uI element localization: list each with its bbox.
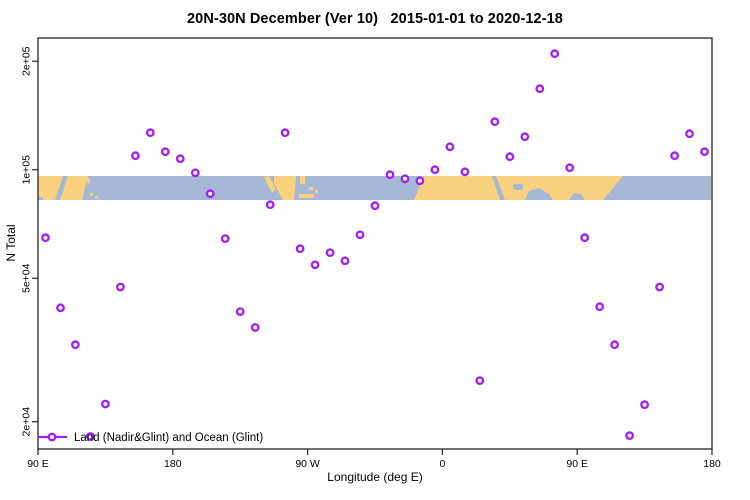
- y-tick-label: 5e+04: [21, 263, 33, 293]
- data-point: [460, 167, 470, 177]
- data-point: [130, 151, 140, 161]
- data-point: [490, 117, 500, 127]
- data-point: [670, 151, 679, 161]
- data-point: [610, 340, 619, 350]
- plot-box: [37, 37, 713, 450]
- data-point: [190, 168, 200, 178]
- x-tick-label: 180: [164, 458, 182, 470]
- map-ocean-persian-gulf: [513, 184, 523, 190]
- map-ocean-bay-of-bengal: [569, 193, 585, 200]
- chart-title: 20N-30N December (Ver 10) 2015-01-01 to …: [187, 11, 563, 27]
- data-point: [505, 152, 515, 162]
- data-point: [415, 176, 425, 186]
- data-point: [250, 323, 260, 332]
- data-point: [310, 260, 320, 270]
- data-point: [565, 163, 575, 173]
- y-axis-title: N Total: [4, 224, 18, 262]
- data-point: [86, 432, 95, 441]
- map-ocean-arabian-sea: [525, 188, 553, 200]
- data-point: [400, 174, 410, 184]
- data-point: [295, 244, 305, 254]
- data-point: [160, 147, 170, 157]
- data-point: [535, 84, 545, 94]
- data-point: [580, 233, 590, 243]
- map-land-bahamas: [309, 187, 313, 190]
- data-point: [445, 142, 455, 152]
- data-point: [520, 132, 530, 142]
- map-ocean-bengal-corner: [38, 197, 43, 200]
- legend: Land (Nadir&Glint) and Ocean (Glint): [38, 432, 263, 444]
- data-point: [700, 147, 709, 157]
- x-tick-label: 90 E: [566, 458, 588, 470]
- data-point: [640, 400, 649, 410]
- x-tick-label: 180: [703, 458, 721, 470]
- map-land-cuba: [299, 194, 314, 198]
- data-point: [235, 307, 245, 316]
- legend-marker: [47, 432, 57, 442]
- data-point: [430, 165, 440, 175]
- data-point: [475, 376, 485, 385]
- map-land-philippines: [90, 193, 93, 196]
- data-point: [625, 431, 634, 440]
- map-land-luzon: [95, 196, 98, 198]
- map-land-florida: [300, 176, 305, 184]
- data-point: [550, 49, 560, 59]
- data-point: [175, 154, 185, 164]
- map-land-taiwan: [87, 178, 90, 183]
- data-point: [265, 200, 275, 210]
- x-axis-title: Longitude (deg E): [327, 470, 423, 484]
- y-tick-label: 2e+05: [21, 46, 33, 76]
- data-point: [220, 234, 230, 244]
- data-point: [655, 282, 664, 292]
- map-ocean-red-sea: [492, 176, 505, 200]
- data-point: [385, 170, 395, 180]
- data-point: [355, 230, 365, 240]
- data-point: [340, 256, 350, 266]
- data-points: [41, 49, 709, 441]
- x-tick-label: 90 W: [295, 458, 320, 470]
- map-land-bahamas-2: [315, 190, 318, 193]
- legend-label: Land (Nadir&Glint) and Ocean (Glint): [74, 432, 263, 444]
- map-land-baja: [264, 176, 276, 193]
- x-tick-label: 90 E: [27, 458, 49, 470]
- data-point: [101, 399, 110, 409]
- data-point: [41, 233, 50, 243]
- x-tick-label: 0: [439, 458, 445, 470]
- map-ocean-south-china-sea: [55, 176, 68, 200]
- data-point: [56, 303, 65, 313]
- data-point: [205, 189, 215, 199]
- axes: 90 E 180 90 W 0 90 E 180 2e+04 5e+04 1e+05 2e+05: [21, 46, 721, 470]
- y-tick-label: 1e+05: [21, 155, 33, 185]
- data-point: [116, 282, 125, 292]
- data-point: [145, 128, 155, 138]
- y-tick-label: 2e+04: [21, 407, 33, 437]
- data-point: [595, 302, 605, 312]
- data-point: [71, 340, 80, 350]
- data-point: [280, 128, 290, 138]
- data-point: [325, 248, 335, 258]
- map-land-mexico: [274, 176, 296, 200]
- data-point: [370, 201, 380, 211]
- map-strip: [38, 176, 711, 200]
- data-point: [685, 129, 694, 139]
